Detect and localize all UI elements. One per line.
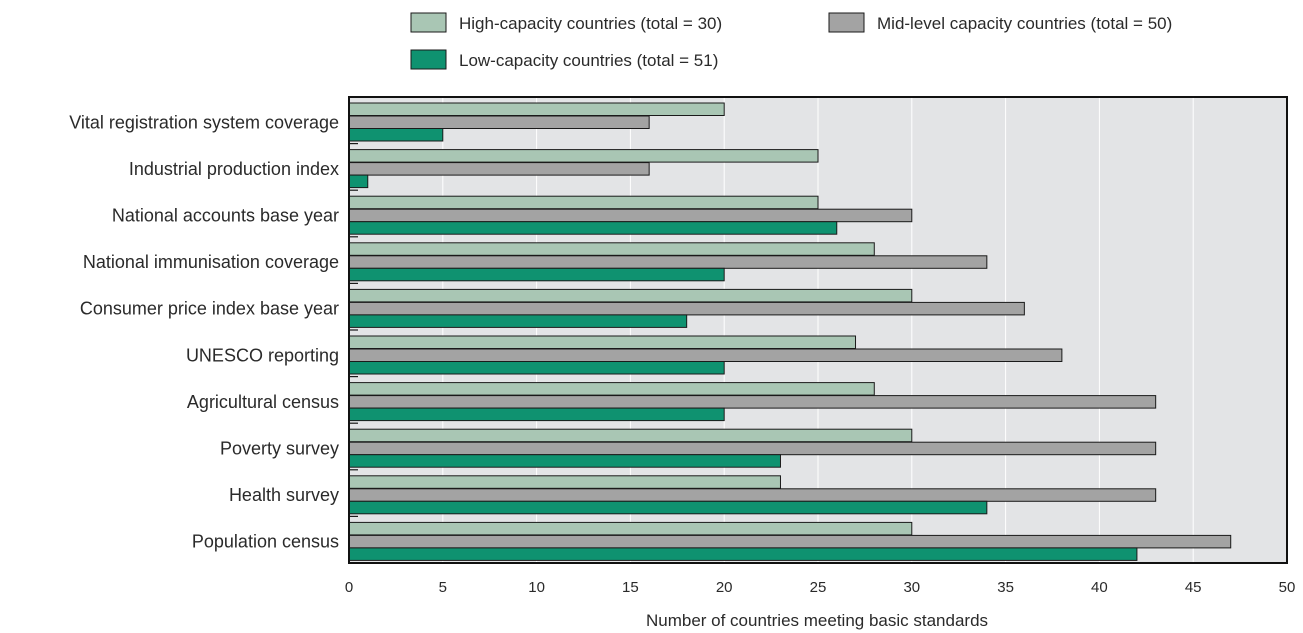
legend-swatch: [828, 12, 865, 33]
bar: [348, 255, 988, 269]
category-label: UNESCO reporting: [186, 345, 339, 365]
bar: [348, 547, 1138, 561]
x-tick-label: 35: [997, 579, 1014, 596]
x-tick-label: 50: [1279, 579, 1296, 596]
bar: [348, 242, 875, 256]
legend-item: Low-capacity countries (total = 51): [410, 49, 718, 70]
plot-area: 0 5 10 15 20 25 30 35 40 45 50 Vital registration s…: [69, 96, 1296, 596]
bar: [348, 521, 913, 536]
bar: [348, 102, 725, 116]
x-tick-label: 40: [1091, 579, 1108, 596]
x-tick-label: 10: [528, 579, 545, 596]
x-tick-label: 25: [810, 579, 827, 596]
bar: [348, 534, 1232, 549]
category-label: Population census: [192, 532, 339, 552]
bar: [348, 221, 838, 235]
bar: [348, 335, 857, 349]
bar: [348, 500, 988, 515]
category-label: National accounts base year: [112, 205, 339, 225]
bar: [348, 441, 1157, 456]
category-label: National immunisation coverage: [83, 252, 339, 272]
bar: [348, 208, 913, 223]
legend-item: Mid-level capacity countries (total = 50…: [828, 12, 1172, 33]
x-tick-label: 5: [439, 579, 447, 596]
bar: [348, 267, 725, 282]
legend: High-capacity countries (total = 30) Mid-…: [410, 12, 1172, 70]
legend-label: Low-capacity countries (total = 51): [459, 51, 718, 70]
bar: [348, 475, 781, 489]
bar: [348, 348, 1063, 362]
bar: [348, 115, 650, 129]
bar: [348, 395, 1157, 409]
bar: [348, 162, 650, 176]
bar: [348, 128, 444, 142]
bar: [348, 314, 688, 328]
bar: [348, 488, 1157, 502]
plot-frame: [348, 96, 1288, 564]
category-label: Consumer price index base year: [80, 299, 339, 319]
bar: [348, 288, 913, 303]
bar: [348, 407, 725, 422]
x-tick-label: 0: [345, 579, 353, 596]
bar: [348, 361, 725, 375]
bar: [348, 174, 369, 189]
bar: [348, 382, 875, 396]
x-tick-label: 15: [622, 579, 639, 596]
category-label: Vital registration system coverage: [69, 112, 339, 132]
bar: [348, 301, 1025, 316]
legend-swatch: [410, 49, 447, 70]
legend-label: High-capacity countries (total = 30): [459, 14, 722, 33]
x-axis-title: Number of countries meeting basic standa…: [646, 611, 988, 630]
bar: [348, 149, 819, 163]
category-label: Poverty survey: [220, 438, 339, 458]
legend-label: Mid-level capacity countries (total = 50…: [877, 14, 1172, 33]
x-tick-label: 20: [716, 579, 733, 596]
legend-swatch: [410, 12, 447, 33]
bar: [348, 195, 819, 210]
legend-item: High-capacity countries (total = 30): [410, 12, 722, 33]
category-label: Industrial production index: [129, 159, 339, 179]
bar: [348, 428, 913, 443]
category-label: Agricultural census: [187, 392, 339, 412]
bar: [348, 454, 781, 468]
category-label: Health survey: [229, 485, 339, 505]
x-tick-label: 45: [1185, 579, 1202, 596]
x-tick-label: 30: [903, 579, 920, 596]
